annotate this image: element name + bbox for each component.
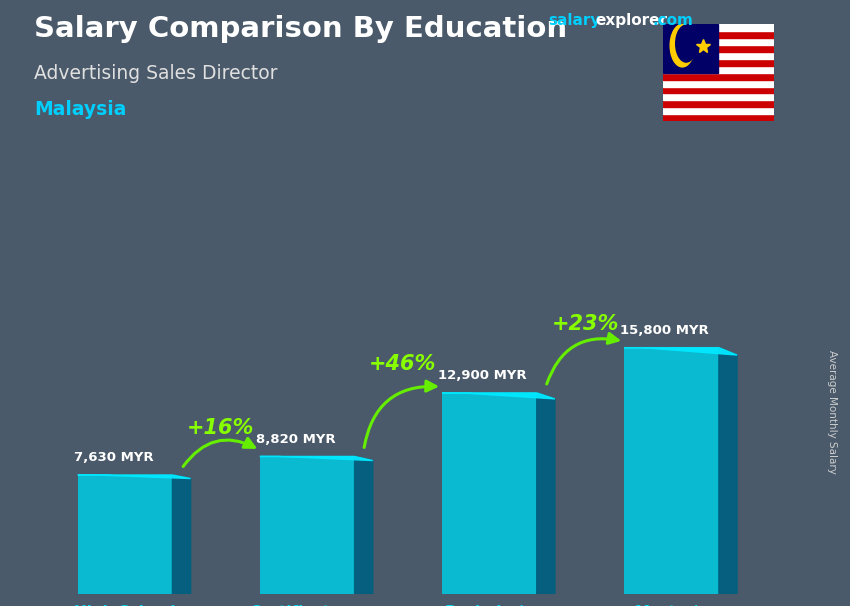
FancyBboxPatch shape	[77, 475, 173, 594]
Bar	[663, 45, 774, 52]
Wedge shape	[676, 25, 697, 62]
Bar	[663, 59, 774, 66]
Polygon shape	[77, 475, 190, 479]
Bar	[663, 101, 774, 107]
Text: 7,630 MYR: 7,630 MYR	[74, 451, 154, 464]
Bar	[663, 24, 774, 31]
Text: .com: .com	[653, 13, 694, 28]
Polygon shape	[260, 456, 373, 461]
Polygon shape	[624, 348, 737, 355]
Bar	[663, 24, 718, 73]
FancyBboxPatch shape	[260, 456, 354, 594]
Polygon shape	[354, 456, 373, 594]
Bar	[663, 52, 774, 59]
Polygon shape	[173, 475, 190, 594]
Text: 15,800 MYR: 15,800 MYR	[620, 324, 709, 337]
Text: explorer: explorer	[595, 13, 667, 28]
Bar	[663, 38, 774, 45]
Text: Average Monthly Salary: Average Monthly Salary	[827, 350, 837, 474]
Text: Advertising Sales Director: Advertising Sales Director	[34, 64, 277, 82]
Text: Malaysia: Malaysia	[34, 100, 127, 119]
Bar	[663, 115, 774, 121]
Bar	[663, 31, 774, 38]
Bar	[663, 79, 774, 87]
Bar	[663, 93, 774, 101]
Text: 12,900 MYR: 12,900 MYR	[439, 369, 527, 382]
Wedge shape	[670, 24, 694, 67]
Bar	[663, 73, 774, 79]
Polygon shape	[536, 393, 555, 594]
Bar	[663, 87, 774, 93]
Text: 8,820 MYR: 8,820 MYR	[256, 433, 336, 445]
Text: +46%: +46%	[369, 354, 437, 374]
Text: +16%: +16%	[187, 418, 254, 438]
Text: Salary Comparison By Education: Salary Comparison By Education	[34, 15, 567, 43]
Text: salary: salary	[548, 13, 601, 28]
FancyBboxPatch shape	[624, 348, 719, 594]
Text: +23%: +23%	[552, 314, 619, 334]
FancyBboxPatch shape	[442, 393, 536, 594]
Polygon shape	[442, 393, 555, 399]
Polygon shape	[719, 348, 737, 594]
Bar	[663, 107, 774, 115]
Bar	[663, 66, 774, 73]
